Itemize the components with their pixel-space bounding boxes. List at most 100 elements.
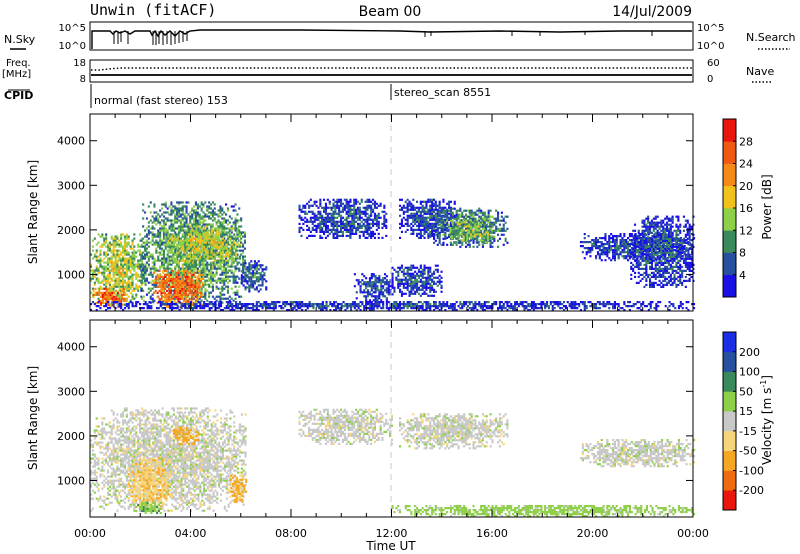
data-cell: [236, 291, 239, 294]
data-cell: [118, 269, 121, 272]
data-cell: [240, 249, 243, 252]
data-cell: [196, 251, 199, 254]
data-cell: [173, 285, 176, 288]
data-cell: [399, 278, 402, 281]
data-cell: [368, 216, 371, 219]
data-cell: [149, 267, 152, 270]
data-cell: [417, 232, 420, 235]
data-cell: [174, 261, 177, 264]
data-cell: [144, 265, 147, 268]
data-cell: [112, 255, 115, 258]
data-cell: [595, 243, 598, 246]
data-cell: [235, 237, 238, 240]
data-cell: [478, 219, 481, 222]
data-cell: [162, 295, 165, 298]
data-cell: [175, 271, 178, 274]
data-cell: [142, 203, 145, 206]
data-cell: [145, 253, 148, 256]
data-cell: [139, 249, 142, 252]
data-cell: [231, 255, 234, 258]
data-cell: [308, 234, 311, 237]
data-cell: [585, 247, 588, 250]
data-cell: [349, 232, 352, 235]
data-cell: [353, 206, 356, 209]
data-cell: [408, 278, 411, 281]
data-cell: [185, 225, 188, 228]
data-cell: [372, 210, 375, 213]
data-cell: [177, 285, 180, 288]
data-cell: [381, 222, 384, 225]
data-cell: [323, 210, 326, 213]
data-cell: [190, 283, 193, 286]
data-cell: [436, 226, 439, 229]
data-cell: [159, 267, 162, 270]
data-cell: [395, 270, 398, 273]
data-cell: [343, 206, 346, 209]
data-cell: [202, 223, 205, 226]
data-cell: [180, 245, 183, 248]
data-cell: [313, 216, 316, 219]
data-cell: [223, 241, 226, 244]
data-cell: [118, 243, 121, 246]
data-cell: [186, 287, 189, 290]
data-cell: [220, 241, 223, 244]
data-cell: [464, 223, 467, 226]
data-cell: [442, 215, 445, 218]
data-cell: [173, 295, 176, 298]
data-cell: [191, 259, 194, 262]
data-cell: [240, 270, 243, 273]
data-cell: [232, 279, 235, 282]
data-cell: [186, 249, 189, 252]
data-cell: [236, 289, 239, 292]
data-cell: [123, 251, 126, 254]
data-cell: [129, 287, 132, 290]
data-cell: [235, 243, 238, 246]
data-cell: [210, 263, 213, 266]
data-cell: [184, 293, 187, 296]
data-cell: [234, 221, 237, 224]
data-cell: [416, 200, 419, 203]
data-cell: [195, 251, 198, 254]
data-cell: [427, 220, 430, 223]
data-cell: [481, 227, 484, 230]
data-cell: [171, 297, 174, 301]
data-cell: [166, 285, 169, 288]
data-cell: [183, 271, 186, 274]
data-cell: [112, 237, 115, 240]
data-cell: [334, 232, 337, 235]
data-cell: [221, 207, 224, 210]
data-cell: [178, 231, 181, 234]
data-cell: [145, 247, 148, 250]
data-cell: [470, 209, 473, 212]
data-cell: [223, 251, 226, 254]
data-cell: [189, 237, 192, 240]
data-cell: [105, 279, 108, 282]
data-cell: [171, 269, 174, 272]
data-cell: [159, 215, 162, 218]
data-cell: [145, 235, 148, 238]
data-cell: [341, 226, 344, 229]
data-cell: [370, 232, 373, 235]
data-cell: [250, 266, 253, 269]
data-cell: [93, 281, 96, 284]
data-cell: [116, 259, 119, 262]
data-cell: [248, 268, 251, 271]
data-cell: [90, 279, 93, 282]
data-cell: [246, 276, 249, 279]
data-cell: [167, 249, 170, 252]
data-cell: [238, 207, 241, 210]
data-cell: [183, 225, 186, 228]
data-cell: [152, 279, 155, 282]
data-cell: [123, 237, 126, 240]
data-cell: [184, 295, 187, 298]
data-cell: [191, 295, 194, 298]
data-cell: [429, 294, 432, 297]
data-cell: [434, 239, 437, 242]
data-cell: [400, 218, 403, 221]
data-cell: [389, 285, 392, 288]
data-cell: [120, 299, 123, 302]
data-cell: [345, 210, 348, 213]
data-cell: [253, 262, 256, 265]
data-cell: [600, 253, 603, 256]
data-cell: [255, 266, 258, 269]
